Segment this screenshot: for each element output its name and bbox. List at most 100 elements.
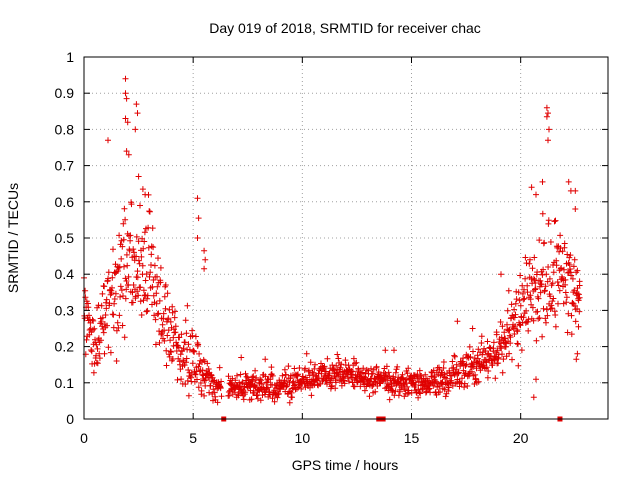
data-point <box>110 246 116 253</box>
data-point <box>130 246 137 253</box>
data-point <box>135 238 142 245</box>
data-point <box>155 255 161 262</box>
data-point <box>537 289 544 296</box>
data-point <box>516 297 523 304</box>
data-point <box>132 126 139 133</box>
data-point <box>332 379 339 386</box>
data-point <box>385 369 392 376</box>
y-tick-label: 0.4 <box>55 266 75 282</box>
data-point <box>544 312 551 319</box>
data-point <box>440 365 447 371</box>
data-point <box>499 323 506 330</box>
data-point <box>504 307 511 314</box>
data-point <box>538 281 545 288</box>
data-point <box>286 399 293 406</box>
data-point <box>127 232 134 239</box>
data-point <box>89 326 96 333</box>
data-point <box>404 383 411 390</box>
data-point <box>153 300 160 307</box>
data-point <box>240 396 247 403</box>
data-point <box>152 341 159 348</box>
data-point <box>218 393 225 400</box>
y-tick-label: 0.1 <box>55 375 75 391</box>
data-point <box>522 275 529 282</box>
data-point <box>335 355 342 362</box>
data-point <box>548 302 555 309</box>
data-point <box>416 367 423 374</box>
data-point <box>154 311 161 318</box>
data-point <box>459 375 465 382</box>
data-point <box>267 376 274 383</box>
data-point <box>176 334 183 341</box>
data-point <box>550 295 557 302</box>
data-point <box>555 282 562 289</box>
data-point <box>543 113 550 120</box>
data-point <box>323 368 329 375</box>
data-point <box>231 389 238 396</box>
data-point <box>156 339 163 346</box>
data-point <box>404 390 411 397</box>
data-point <box>470 348 476 355</box>
data-point <box>430 367 437 374</box>
data-point <box>182 317 189 324</box>
data-point <box>507 340 514 347</box>
data-point <box>105 344 112 351</box>
data-point <box>490 339 497 346</box>
data-point <box>312 361 318 368</box>
data-point <box>308 392 315 399</box>
data-point <box>484 338 491 345</box>
data-point <box>520 314 527 321</box>
data-point <box>466 343 473 350</box>
data-point <box>85 304 92 311</box>
data-point <box>133 253 140 260</box>
data-point <box>140 287 147 294</box>
data-point <box>253 392 260 399</box>
data-point <box>354 379 361 386</box>
data-point <box>295 371 301 378</box>
data-point <box>138 253 145 260</box>
data-point <box>160 310 167 317</box>
data-point <box>389 387 396 394</box>
data-point <box>123 286 130 293</box>
data-point <box>430 382 437 389</box>
data-point <box>513 327 520 333</box>
data-point <box>98 302 105 309</box>
data-point <box>498 334 505 341</box>
data-point <box>119 322 126 329</box>
data-point <box>249 378 256 385</box>
data-point <box>431 374 437 381</box>
data-point <box>206 389 213 396</box>
data-point <box>275 390 282 397</box>
data-point <box>242 389 249 396</box>
y-tick-label: 0.5 <box>55 230 75 246</box>
data-point <box>94 345 101 352</box>
data-point <box>100 329 107 336</box>
data-point <box>464 383 471 389</box>
data-point <box>234 372 240 379</box>
data-point <box>475 346 482 353</box>
data-point <box>515 362 522 369</box>
data-point <box>160 315 167 322</box>
data-point <box>101 350 108 357</box>
data-point <box>116 232 123 239</box>
data-point <box>117 283 124 290</box>
data-point <box>153 290 160 297</box>
data-point <box>533 376 539 383</box>
data-point <box>361 387 368 394</box>
data-point <box>148 243 155 250</box>
data-point <box>171 314 178 321</box>
data-point <box>178 376 185 383</box>
data-point <box>164 332 171 339</box>
data-point <box>495 360 502 367</box>
data-point <box>565 178 572 185</box>
data-point <box>119 243 126 250</box>
data-point <box>557 232 564 239</box>
data-point <box>321 363 328 370</box>
data-point <box>569 275 576 282</box>
data-point <box>524 318 531 325</box>
data-point <box>349 368 356 375</box>
data-point <box>167 318 174 325</box>
data-point <box>515 289 522 296</box>
data-point <box>572 318 579 325</box>
data-point <box>194 376 200 383</box>
